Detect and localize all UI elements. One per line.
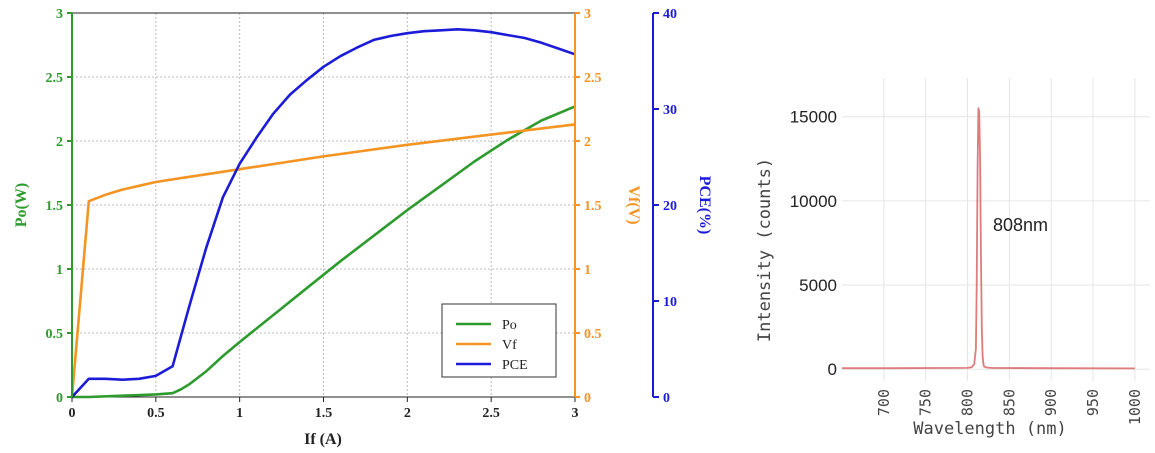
right-chart-series <box>842 108 1135 368</box>
rc-y-tick-label-0: 0 <box>828 360 837 379</box>
vf-tick-label-5: 2.5 <box>584 71 602 86</box>
right-chart-x-label: Wavelength (nm) <box>913 419 1067 439</box>
left-tick-label-1: 0.5 <box>46 327 64 342</box>
vf-tick-label-1: 0.5 <box>584 327 602 342</box>
x-tick-label-5: 2.5 <box>482 406 500 421</box>
rc-x-tick-label-0: 700 <box>875 389 893 416</box>
rc-x-tick-label-2: 800 <box>959 389 977 416</box>
x-tick-label-0: 0 <box>69 406 76 421</box>
rc-y-tick-label-3: 15000 <box>790 108 837 127</box>
x-tick-label-6: 3 <box>572 406 579 421</box>
vf-tick-label-3: 1.5 <box>584 199 602 214</box>
right-chart-spectrum: 0 5000 10000 15000 700 750 800 850 900 950 1000 In… <box>755 78 1150 439</box>
x-tick-label-3: 1.5 <box>315 406 333 421</box>
x-tick-label-1: 0.5 <box>147 406 165 421</box>
left-axis-label-po: Po(W) <box>13 183 30 227</box>
spectrum-line-0 <box>842 108 1135 368</box>
vf-tick-label-2: 1 <box>584 263 591 278</box>
peak-annotation-808nm: 808nm <box>993 215 1048 235</box>
right-axis-label-pce: PCE(%) <box>696 176 713 235</box>
legend: Po Vf PCE <box>442 304 556 377</box>
legend-label-vf: Vf <box>502 338 517 353</box>
rc-y-tick-label-1: 5000 <box>799 276 837 295</box>
right-chart-axes: 0 5000 10000 15000 700 750 800 850 900 950 1000 <box>790 108 1144 425</box>
left-chart-axes: 0 0.5 1 1.5 2 2.5 300.511.522.5300.511.522.530… <box>46 7 678 421</box>
pce-tick-label-4: 40 <box>663 7 677 22</box>
x-tick-label-2: 1 <box>236 406 243 421</box>
left-tick-label-2: 1 <box>56 263 63 278</box>
left-tick-label-0: 0 <box>56 391 63 406</box>
rc-y-tick-label-2: 10000 <box>790 192 837 211</box>
pce-tick-label-1: 10 <box>663 295 677 310</box>
rc-x-tick-label-3: 850 <box>1000 389 1018 416</box>
vf-tick-label-0: 0 <box>584 391 591 406</box>
rc-x-tick-label-1: 750 <box>917 389 935 416</box>
left-tick-label-6: 3 <box>56 7 63 22</box>
rc-x-tick-label-6: 1000 <box>1126 389 1144 425</box>
pce-tick-label-3: 30 <box>663 103 677 118</box>
legend-label-pce: PCE <box>502 358 528 373</box>
legend-label-po: Po <box>502 318 517 333</box>
left-tick-label-3: 1.5 <box>46 199 64 214</box>
rc-x-tick-label-4: 900 <box>1042 389 1060 416</box>
x-tick-label-4: 2 <box>404 406 411 421</box>
vf-tick-label-4: 2 <box>584 135 591 150</box>
left-chart-iv-curves: 0 0.5 1 1.5 2 2.5 300.511.522.5300.511.522.530… <box>13 7 713 448</box>
right-axis-label-vf: Vf(V) <box>625 185 642 224</box>
legend-box <box>442 304 556 377</box>
rc-x-tick-label-5: 950 <box>1084 389 1102 416</box>
right-chart-y-label: Intensity (counts) <box>755 158 775 342</box>
pce-tick-label-0: 0 <box>663 391 670 406</box>
left-tick-label-5: 2.5 <box>46 71 64 86</box>
pce-tick-label-2: 20 <box>663 199 677 214</box>
x-axis-label-if: If (A) <box>304 431 342 448</box>
left-tick-label-4: 2 <box>56 135 63 150</box>
vf-tick-label-6: 3 <box>584 7 591 22</box>
